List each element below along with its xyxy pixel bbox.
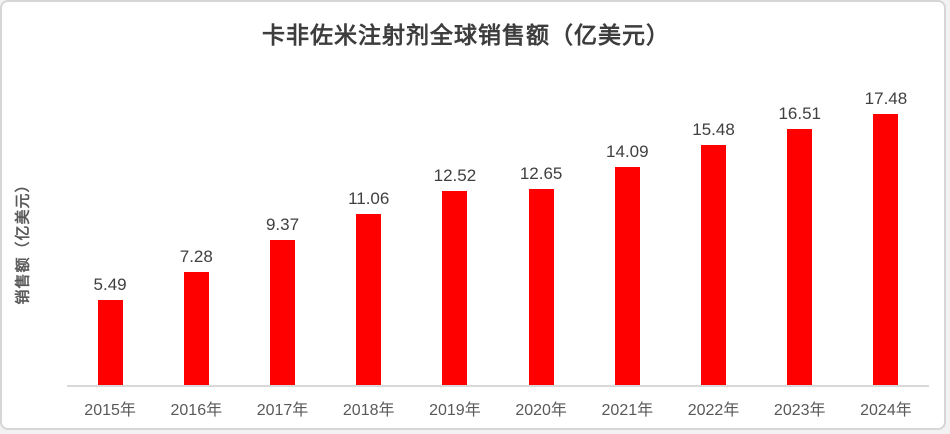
bar bbox=[183, 272, 209, 385]
bar bbox=[97, 300, 123, 385]
bar-value-label: 5.49 bbox=[93, 275, 127, 294]
bar bbox=[270, 240, 295, 385]
bar-value-label: 12.52 bbox=[433, 166, 477, 185]
bar-value-label: 9.37 bbox=[265, 215, 300, 234]
x-axis-tick-label: 2021年 bbox=[601, 402, 654, 419]
bar-value-label: 17.48 bbox=[864, 89, 908, 108]
x-axis-tick-label: 2023年 bbox=[773, 402, 826, 419]
bar-value-label: 12.65 bbox=[519, 164, 563, 183]
bar-slot-2021年: 14.09 bbox=[584, 143, 670, 385]
plot-area: 5.49 7.28 9.37 11.06 12.52 12.65 14.09 15.48 16.… bbox=[67, 75, 929, 385]
x-axis-tick-label: 2018年 bbox=[342, 402, 395, 419]
bar-value-label: 14.09 bbox=[606, 142, 649, 161]
bar-slot-2023年: 16.51 bbox=[757, 105, 843, 385]
bar-value-label: 7.28 bbox=[179, 247, 213, 266]
bar-value-label: 16.51 bbox=[778, 104, 821, 123]
bar bbox=[442, 191, 468, 385]
x-axis-labels: 2015年 2016年 2017年 2018年 2019年 2020年 2021年 2022年… bbox=[67, 396, 929, 420]
y-axis-title: 销售额（亿美元） bbox=[14, 176, 32, 305]
x-axis-tick-label: 2022年 bbox=[687, 402, 740, 419]
bar-value-label: 11.06 bbox=[348, 189, 390, 208]
bar bbox=[787, 129, 813, 385]
bar bbox=[528, 189, 554, 385]
x-axis-tick-label: 2019年 bbox=[429, 402, 481, 419]
bar-slot-2017年: 9.37 bbox=[239, 216, 325, 385]
x-axis-tick-label: 2017年 bbox=[256, 402, 309, 419]
x-axis-tick-label: 2024年 bbox=[860, 402, 912, 419]
bar bbox=[701, 145, 727, 385]
x-axis-tick-label: 2015年 bbox=[84, 402, 136, 419]
bar-slot-2016年: 7.28 bbox=[153, 248, 239, 385]
chart-title: 卡非佐米注射剂全球销售额（亿美元） bbox=[262, 23, 670, 48]
x-axis-tick-label: 2016年 bbox=[170, 402, 223, 419]
bar bbox=[614, 167, 640, 385]
x-axis-tick-label: 2020年 bbox=[515, 402, 567, 419]
bar bbox=[356, 214, 382, 385]
bar bbox=[873, 114, 899, 385]
bar-slot-2024年: 17.48 bbox=[843, 90, 929, 385]
bar-slot-2018年: 11.06 bbox=[326, 190, 412, 385]
bar-slot-2019年: 12.52 bbox=[412, 167, 498, 385]
bar-slot-2022年: 15.48 bbox=[670, 121, 756, 385]
bar-value-label: 15.48 bbox=[692, 120, 735, 139]
x-axis-line bbox=[67, 385, 929, 387]
bar-slot-2015年: 5.49 bbox=[67, 276, 153, 385]
bar-slot-2020年: 12.65 bbox=[498, 165, 584, 385]
